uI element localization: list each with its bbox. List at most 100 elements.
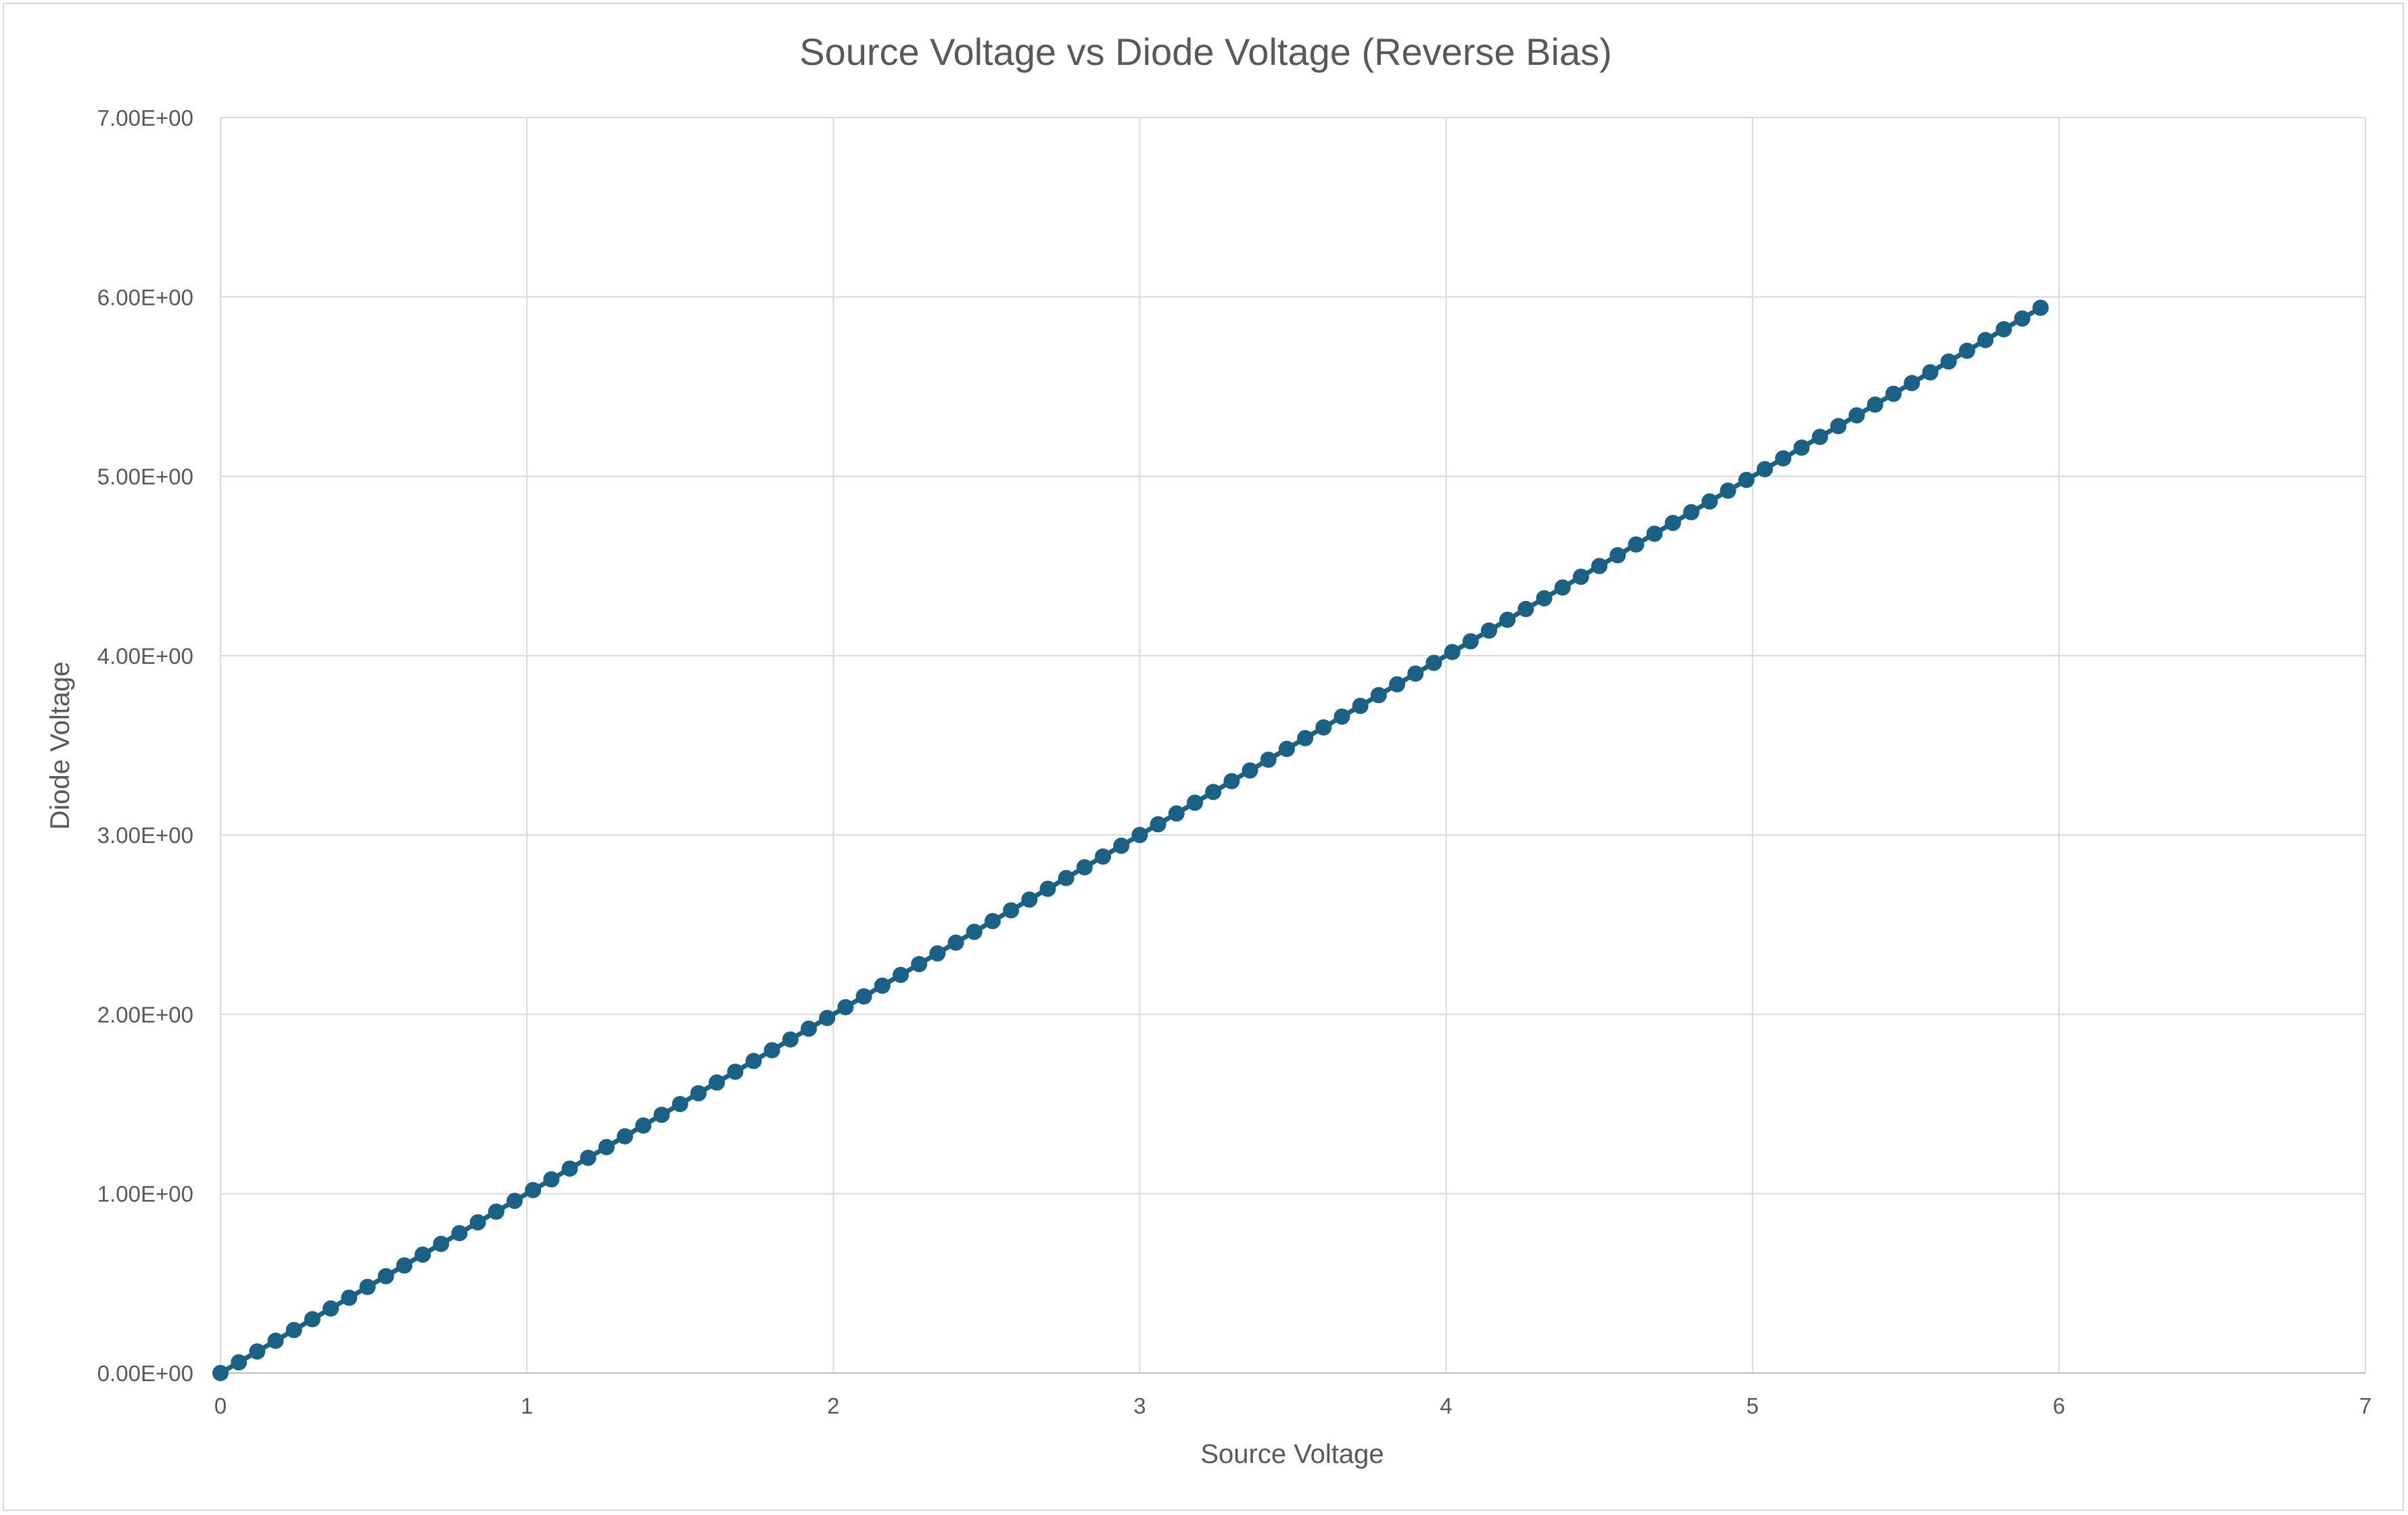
data-point [359,1278,376,1295]
data-point [1591,558,1608,575]
x-tick-label: 2 [827,1393,839,1418]
data-point [469,1214,486,1231]
data-point [1517,600,1534,617]
y-tick-label: 4.00E+00 [97,644,193,669]
data-point [1958,342,1975,359]
data-point [1866,396,1883,413]
data-point [1848,407,1865,424]
data-point [1885,385,1902,402]
data-point [1756,460,1773,477]
data-point [745,1053,762,1069]
data-point [433,1235,450,1252]
data-point [1150,816,1166,833]
data-point [1131,827,1148,844]
data-point [1977,331,1994,348]
data-point [1922,364,1939,381]
data-point [1554,579,1571,596]
data-point [2014,310,2031,327]
data-point [488,1203,504,1220]
data-point [1021,891,1038,908]
data-point [617,1128,634,1145]
y-axis-tick-labels: 0.00E+00 1.00E+00 2.00E+00 3.00E+00 4.00E+00… [97,105,193,1386]
data-point [1628,536,1645,553]
data-point [837,999,854,1015]
y-tick-label: 6.00E+00 [97,285,193,310]
data-point [1646,525,1663,542]
data-point [690,1085,707,1102]
data-point [2032,299,2049,316]
data-point [231,1354,247,1371]
x-tick-label: 0 [214,1393,227,1418]
data-point [947,934,964,951]
y-axis-title: Diode Voltage [45,661,75,829]
data-point [1812,429,1828,446]
data-point [285,1322,302,1339]
data-point [580,1149,596,1166]
series-line [219,306,2042,1376]
data-point [911,956,928,973]
data-point [561,1160,578,1177]
data-point [543,1171,560,1188]
data-point [929,945,946,962]
data-point [1738,471,1755,488]
y-tick-label: 3.00E+00 [97,823,193,848]
data-point [653,1106,670,1123]
data-point [782,1031,799,1048]
data-point [1058,869,1075,886]
data-point [525,1182,542,1199]
data-point [966,923,983,940]
data-point [1444,644,1461,660]
data-point [1572,569,1589,585]
data-point [1003,902,1020,919]
data-point [1536,590,1553,606]
data-point [1168,805,1185,822]
data-point [763,1042,780,1059]
data-point [1793,439,1810,456]
data-point [1407,665,1424,682]
data-point [709,1074,726,1091]
data-point [1389,676,1406,693]
data-point [671,1096,688,1113]
data-point [855,988,872,1005]
data-point [1481,622,1498,639]
data-point [1683,504,1700,521]
data-point [1720,482,1737,499]
data-point [1278,740,1295,757]
data-point [212,1365,229,1381]
x-tick-label: 1 [521,1393,533,1418]
data-point [1609,547,1626,564]
data-point [1701,493,1718,510]
y-tick-label: 7.00E+00 [97,105,193,130]
data-point [1113,838,1130,855]
data-point [1223,773,1240,790]
data-point [267,1332,284,1349]
data-point [1904,375,1920,391]
data-point [304,1311,321,1328]
data-point [249,1343,266,1360]
y-tick-label: 0.00E+00 [97,1361,193,1386]
chart-title: Source Voltage vs Diode Voltage (Reverse… [799,30,1612,73]
data-point [1830,418,1847,435]
data-point [1370,687,1387,704]
data-point [598,1138,615,1155]
data-point [635,1117,652,1134]
data-point [1499,611,1516,628]
data-point [892,967,909,984]
y-tick-label: 5.00E+00 [97,464,193,489]
x-tick-label: 4 [1440,1393,1452,1418]
y-tick-label: 1.00E+00 [97,1182,193,1207]
data-point [1425,654,1442,671]
data-point [396,1257,412,1274]
y-tick-label: 2.00E+00 [97,1002,193,1027]
data-point [1186,794,1203,811]
data-point [1775,450,1792,467]
data-point [1039,880,1056,897]
data-point [341,1289,358,1306]
data-point [1664,514,1681,531]
data-point [801,1020,818,1037]
data-point [1242,762,1258,779]
data-point [415,1246,431,1263]
data-series [212,299,2049,1381]
data-point [1076,859,1093,875]
